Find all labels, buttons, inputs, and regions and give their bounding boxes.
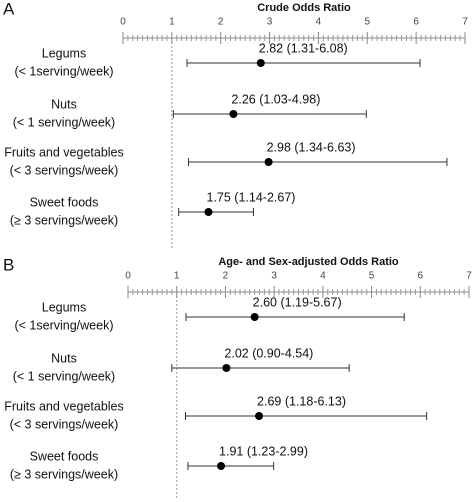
category-label: Legums [42, 46, 86, 60]
value-label: 1.75 (1.14-2.67) [207, 190, 296, 204]
category-label: Fruits and vegetables [4, 145, 124, 159]
x-tick-label: 1 [169, 17, 175, 28]
category-label: (< 3 servings/week) [10, 163, 119, 177]
x-tick-label: 0 [125, 271, 131, 282]
x-tick-label: 7 [462, 17, 468, 28]
category-label: Nuts [51, 351, 77, 365]
category-label: Sweet foods [30, 195, 99, 209]
category-label: (< 1serving/week) [15, 318, 114, 332]
panel-label: B [3, 255, 14, 274]
category-label: (< 1 serving/week) [13, 115, 115, 129]
panel-label: A [3, 0, 15, 18]
point [255, 412, 264, 420]
point [256, 59, 265, 67]
x-tick-label: 3 [267, 17, 273, 28]
point [264, 158, 273, 166]
x-tick-label: 5 [369, 271, 375, 282]
x-tick-label: 5 [365, 17, 371, 28]
point [204, 208, 213, 216]
chart-title: Age- and Sex-adjusted Odds Ratio [218, 256, 399, 268]
category-label: (< 1 serving/week) [13, 369, 115, 383]
category-label: Sweet foods [30, 449, 99, 463]
value-label: 2.02 (0.90-4.54) [224, 346, 313, 360]
point [217, 462, 226, 470]
category-label: (< 1serving/week) [15, 64, 114, 78]
x-tick-label: 7 [466, 271, 472, 282]
x-tick-label: 4 [320, 271, 326, 282]
point [222, 364, 231, 372]
x-tick-label: 4 [316, 17, 322, 28]
x-tick-label: 3 [271, 271, 277, 282]
x-tick-label: 2 [218, 17, 224, 28]
x-tick-label: 2 [223, 271, 229, 282]
value-label: 2.82 (1.31-6.08) [259, 41, 348, 55]
value-label: 2.69 (1.18-6.13) [257, 394, 346, 408]
x-tick-label: 6 [418, 271, 424, 282]
chart-title: Crude Odds Ratio [257, 2, 351, 14]
value-label: 1.91 (1.23-2.99) [219, 444, 308, 458]
point [229, 110, 238, 118]
category-label: Fruits and vegetables [4, 399, 124, 413]
category-label: Legums [42, 300, 86, 314]
x-tick-label: 0 [120, 17, 126, 28]
category-label: (≥ 3 servings/week) [10, 213, 118, 227]
x-tick-label: 6 [413, 17, 419, 28]
x-tick-label: 1 [174, 271, 180, 282]
point [250, 313, 259, 321]
value-label: 2.26 (1.03-4.98) [231, 92, 320, 106]
value-label: 2.60 (1.19-5.67) [253, 295, 342, 309]
category-label: Nuts [51, 97, 77, 111]
category-label: (≥ 3 servings/week) [10, 467, 118, 481]
value-label: 2.98 (1.34-6.63) [267, 140, 356, 154]
category-label: (< 3 servings/week) [10, 417, 119, 431]
